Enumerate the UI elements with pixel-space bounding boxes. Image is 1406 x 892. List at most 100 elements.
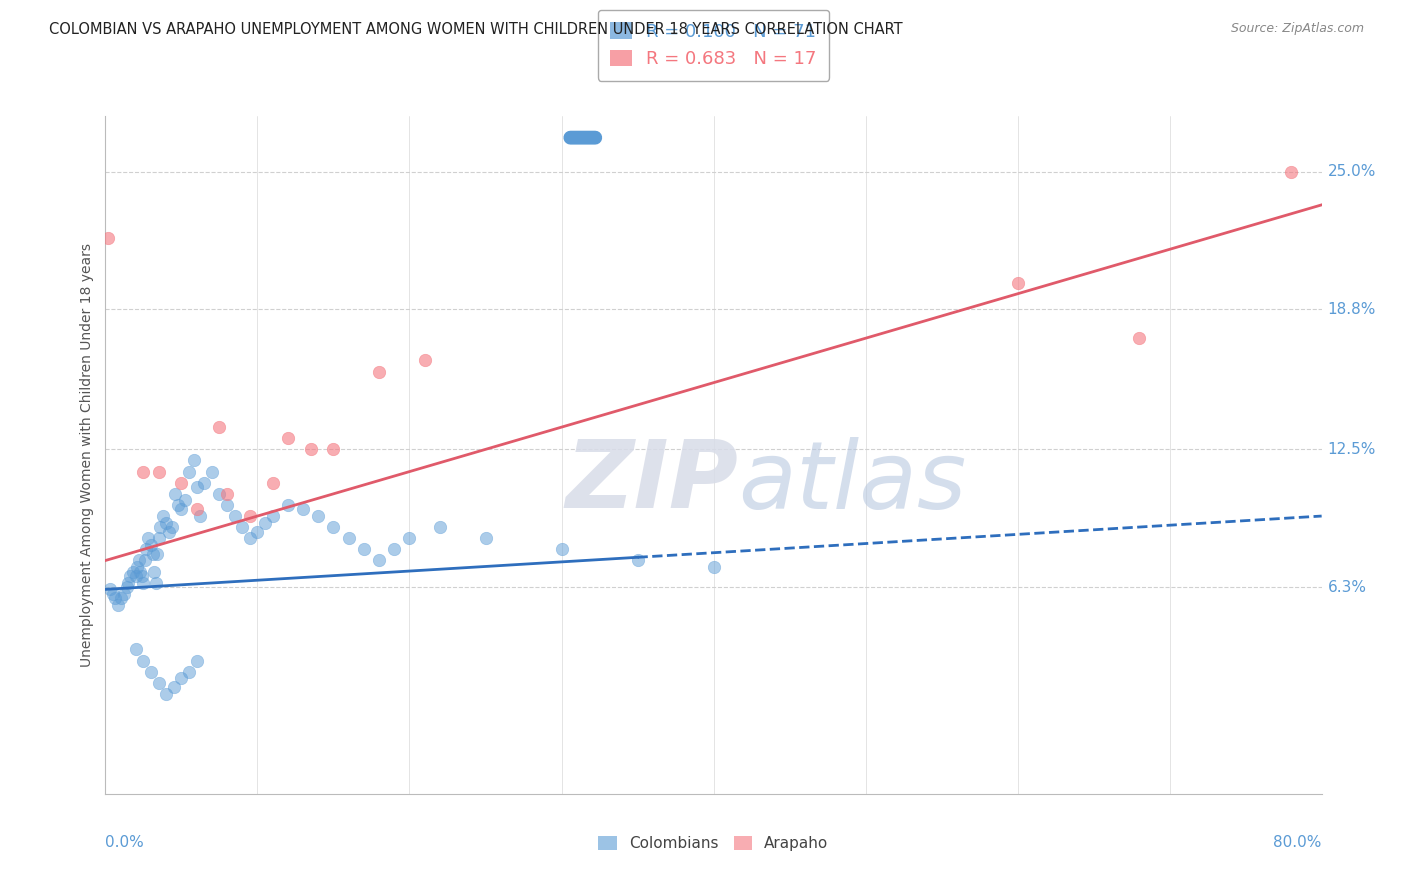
Point <box>98 582 121 597</box>
Point <box>337 531 360 545</box>
Point <box>382 542 405 557</box>
Point <box>115 580 138 594</box>
Point <box>142 547 165 561</box>
Point <box>277 431 299 445</box>
Point <box>398 531 420 545</box>
Point <box>1007 276 1029 290</box>
Point <box>139 538 162 552</box>
Point <box>132 575 155 590</box>
Text: atlas: atlas <box>738 436 966 527</box>
Point <box>208 487 231 501</box>
Point <box>201 465 224 479</box>
Point <box>322 520 344 534</box>
Point <box>239 509 262 524</box>
Point <box>1128 331 1150 345</box>
Point <box>292 502 315 516</box>
Point <box>127 560 149 574</box>
Point <box>165 487 187 501</box>
Point <box>170 502 193 516</box>
Point <box>110 591 132 606</box>
Point <box>134 553 156 567</box>
Point <box>155 687 177 701</box>
Point <box>186 653 208 667</box>
Text: 0.0%: 0.0% <box>105 835 145 849</box>
Point <box>217 498 239 512</box>
Point <box>177 465 200 479</box>
Point <box>103 591 125 606</box>
Point <box>368 365 391 379</box>
Point <box>429 520 451 534</box>
Point <box>262 509 284 524</box>
Point <box>277 498 299 512</box>
Point <box>170 671 193 685</box>
Point <box>186 480 208 494</box>
Point <box>224 509 246 524</box>
Point <box>112 587 135 601</box>
Point <box>155 516 177 530</box>
Text: 6.3%: 6.3% <box>1327 580 1367 595</box>
Point <box>702 560 725 574</box>
Point <box>128 553 150 567</box>
Text: 80.0%: 80.0% <box>1274 835 1322 849</box>
Point <box>107 598 129 612</box>
Point <box>1279 164 1302 178</box>
Point <box>626 553 648 567</box>
Point <box>132 465 155 479</box>
Point <box>167 498 190 512</box>
Point <box>299 442 322 457</box>
Point <box>97 231 120 245</box>
Point <box>474 531 496 545</box>
Point <box>101 587 124 601</box>
Point <box>254 516 277 530</box>
Legend: Colombians, Arapaho: Colombians, Arapaho <box>592 830 835 857</box>
Point <box>217 487 239 501</box>
Point <box>129 565 152 579</box>
Point <box>322 442 344 457</box>
Point <box>118 569 141 583</box>
Point <box>117 575 139 590</box>
Point <box>131 569 153 583</box>
Point <box>550 542 572 557</box>
Point <box>186 502 208 516</box>
Point <box>162 520 184 534</box>
Text: 25.0%: 25.0% <box>1327 164 1376 179</box>
Point <box>163 680 186 694</box>
Point <box>239 531 262 545</box>
Point <box>148 675 170 690</box>
Text: COLOMBIAN VS ARAPAHO UNEMPLOYMENT AMONG WOMEN WITH CHILDREN UNDER 18 YEARS CORRE: COLOMBIAN VS ARAPAHO UNEMPLOYMENT AMONG … <box>49 22 903 37</box>
Point <box>145 575 167 590</box>
Point <box>125 642 148 657</box>
Point <box>148 465 170 479</box>
Point <box>188 509 211 524</box>
Point <box>152 509 174 524</box>
Text: Source: ZipAtlas.com: Source: ZipAtlas.com <box>1230 22 1364 36</box>
Point <box>208 420 231 434</box>
Point <box>149 520 172 534</box>
Point <box>146 547 169 561</box>
Point <box>143 565 166 579</box>
Point <box>173 493 195 508</box>
Point <box>231 520 253 534</box>
Text: 18.8%: 18.8% <box>1327 301 1376 317</box>
Point <box>262 475 284 490</box>
Point <box>136 531 159 545</box>
Point <box>121 565 143 579</box>
Point <box>183 453 205 467</box>
Point <box>135 542 157 557</box>
Point <box>193 475 215 490</box>
Point <box>157 524 180 539</box>
Point <box>148 531 170 545</box>
Point <box>139 665 162 679</box>
Point <box>413 353 436 368</box>
Text: 12.5%: 12.5% <box>1327 442 1376 457</box>
Point <box>353 542 375 557</box>
Text: ZIP: ZIP <box>565 436 738 528</box>
Point <box>170 475 193 490</box>
Point <box>368 553 391 567</box>
Point <box>132 653 155 667</box>
Point <box>246 524 269 539</box>
Point <box>177 665 200 679</box>
Point <box>125 569 148 583</box>
Point <box>307 509 329 524</box>
Y-axis label: Unemployment Among Women with Children Under 18 years: Unemployment Among Women with Children U… <box>80 243 94 667</box>
